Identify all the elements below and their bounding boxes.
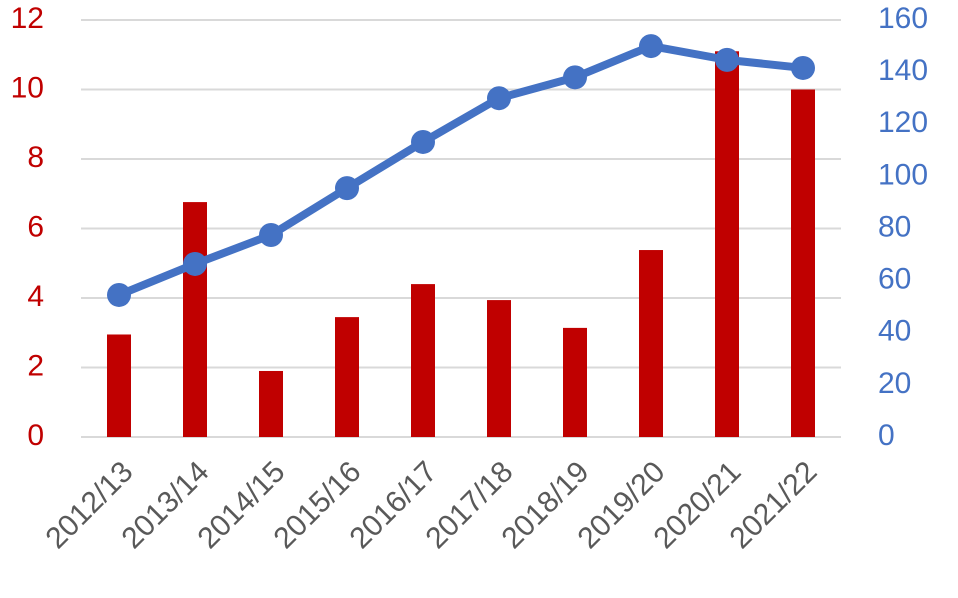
line-marker — [715, 47, 739, 72]
y2-tick-label: 100 — [878, 158, 928, 191]
y-tick-label: 4 — [27, 280, 44, 313]
y2-tick-label: 80 — [878, 210, 911, 243]
y2-tick-label: 0 — [878, 419, 895, 452]
y2-tick-label: 120 — [878, 106, 928, 139]
y-tick-label: 12 — [11, 2, 44, 35]
y2-tick-label: 160 — [878, 2, 928, 35]
line-marker — [411, 129, 435, 154]
line-marker — [487, 86, 511, 111]
y2-tick-label: 20 — [878, 367, 911, 400]
line — [117, 42, 804, 299]
bar — [715, 51, 739, 438]
y-tick-label: 6 — [27, 210, 44, 243]
bar — [563, 327, 587, 437]
line-marker — [335, 176, 359, 201]
bar — [183, 202, 207, 437]
y2-tick-label: 40 — [878, 315, 911, 348]
line-marker — [107, 282, 131, 307]
bar — [107, 334, 131, 437]
line-marker — [639, 34, 663, 59]
line-marker — [259, 223, 283, 248]
y-tick-label: 8 — [27, 141, 44, 174]
bar — [791, 89, 815, 437]
line-marker — [791, 55, 815, 80]
bar — [259, 370, 283, 437]
bar — [487, 300, 511, 437]
line-marker — [183, 251, 207, 276]
y2-tick-label: 140 — [878, 54, 928, 87]
line-marker — [563, 65, 587, 90]
bar — [639, 250, 663, 437]
y-tick-label: 0 — [27, 419, 44, 452]
y-tick-label: 10 — [11, 71, 44, 104]
y2-tick-label: 60 — [878, 263, 911, 296]
bar — [335, 317, 359, 437]
y-tick-label: 2 — [27, 349, 44, 382]
bar — [411, 284, 435, 437]
